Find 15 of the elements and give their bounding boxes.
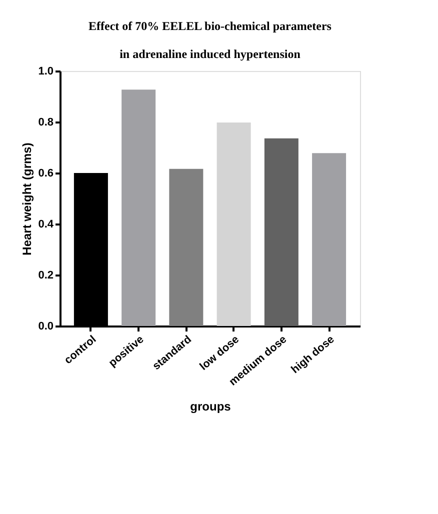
y-axis-title: Heart weight (grms) [20, 142, 34, 256]
y-tick-label: 0.0 [38, 320, 54, 332]
y-tick-label: 0.4 [38, 218, 54, 230]
text: in adrenaline induced hypertension [120, 47, 300, 61]
bar [312, 153, 346, 326]
y-tick-label: 0.8 [38, 116, 54, 128]
bar [264, 138, 298, 326]
bar [216, 122, 251, 326]
y-tick-label: 0.6 [38, 168, 54, 180]
x-axis-title: groups [190, 400, 232, 414]
y-tick-label: 0.2 [38, 270, 54, 282]
y-tick-label: 1.0 [38, 66, 54, 78]
text: Effect of 70% EELEL bio-chemical parameters [88, 19, 332, 33]
bar [122, 90, 156, 326]
bar [169, 168, 204, 326]
